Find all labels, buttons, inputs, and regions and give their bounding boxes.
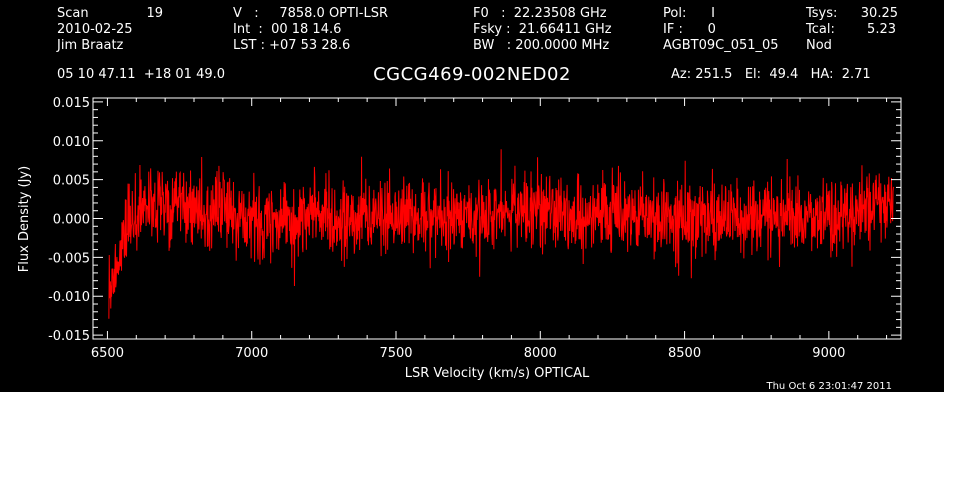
pointing-info: Az: 251.5 El: 49.4 HA: 2.71 bbox=[671, 67, 871, 82]
coordinates: 05 10 47.11 +18 01 49.0 bbox=[57, 67, 226, 82]
tsys-value: 30.25 bbox=[860, 6, 898, 21]
tcal-label: Tcal: bbox=[806, 22, 835, 37]
velocity-info: V : 7858.0 OPTI-LSR bbox=[233, 6, 389, 21]
timestamp: Thu Oct 6 23:01:47 2011 bbox=[765, 381, 892, 392]
scan-value: 19 bbox=[146, 6, 163, 21]
x-tick-label-8500: 8500 bbox=[668, 346, 701, 361]
integration-time: Int : 00 18 14.6 bbox=[233, 22, 342, 37]
y-tick-label-3: 0.000 bbox=[53, 213, 90, 228]
object-name: CGCG469-002NED02 bbox=[373, 64, 571, 85]
y-tick-label-1: -0.010 bbox=[48, 290, 90, 305]
series-line bbox=[108, 149, 895, 319]
y-tick-label-6: 0.015 bbox=[53, 96, 90, 111]
project-id: AGBT09C_051_05 bbox=[663, 38, 779, 53]
observer: Jim Braatz bbox=[57, 38, 124, 53]
x-tick-label-8000: 8000 bbox=[524, 346, 557, 361]
plot-panel: Scan 19 2010-02-25 Jim Braatz 05 10 47.1… bbox=[0, 0, 944, 392]
switching-mode: Nod bbox=[806, 38, 832, 53]
series-layer bbox=[108, 149, 895, 319]
spectrum-chart: 6500 7000 7500 8000 8500 9000 -0.015 -0.010 -0.0… bbox=[17, 96, 902, 392]
y-tick-label-0: -0.015 bbox=[48, 329, 90, 344]
y-tick-label-2: -0.005 bbox=[48, 251, 90, 266]
sky-frequency: Fsky : 21.66411 GHz bbox=[473, 22, 612, 37]
lst: LST : +07 53 28.6 bbox=[233, 38, 351, 53]
x-tick-label-6500: 6500 bbox=[91, 346, 124, 361]
obs-date: 2010-02-25 bbox=[57, 22, 133, 37]
scan-label: Scan bbox=[57, 6, 89, 21]
bandwidth: BW : 200.0000 MHz bbox=[473, 38, 610, 53]
tcal-value: 5.23 bbox=[867, 22, 896, 37]
ticks-layer: 6500 7000 7500 8000 8500 9000 -0.015 -0.010 -0.0… bbox=[48, 96, 901, 361]
polarization: Pol: I bbox=[663, 6, 715, 21]
y-tick-label-5: 0.010 bbox=[53, 135, 90, 150]
x-tick-label-7000: 7000 bbox=[235, 346, 268, 361]
y-tick-label-4: 0.005 bbox=[53, 174, 90, 189]
x-tick-label-7500: 7500 bbox=[379, 346, 412, 361]
y-axis-label: Flux Density (Jy) bbox=[17, 166, 32, 272]
x-tick-label-9000: 9000 bbox=[812, 346, 845, 361]
rest-frequency: F0 : 22.23508 GHz bbox=[473, 6, 607, 21]
tsys-label: Tsys: bbox=[806, 6, 838, 21]
x-axis-label: LSR Velocity (km/s) OPTICAL bbox=[405, 366, 590, 381]
if-number: IF : 0 bbox=[663, 22, 716, 37]
